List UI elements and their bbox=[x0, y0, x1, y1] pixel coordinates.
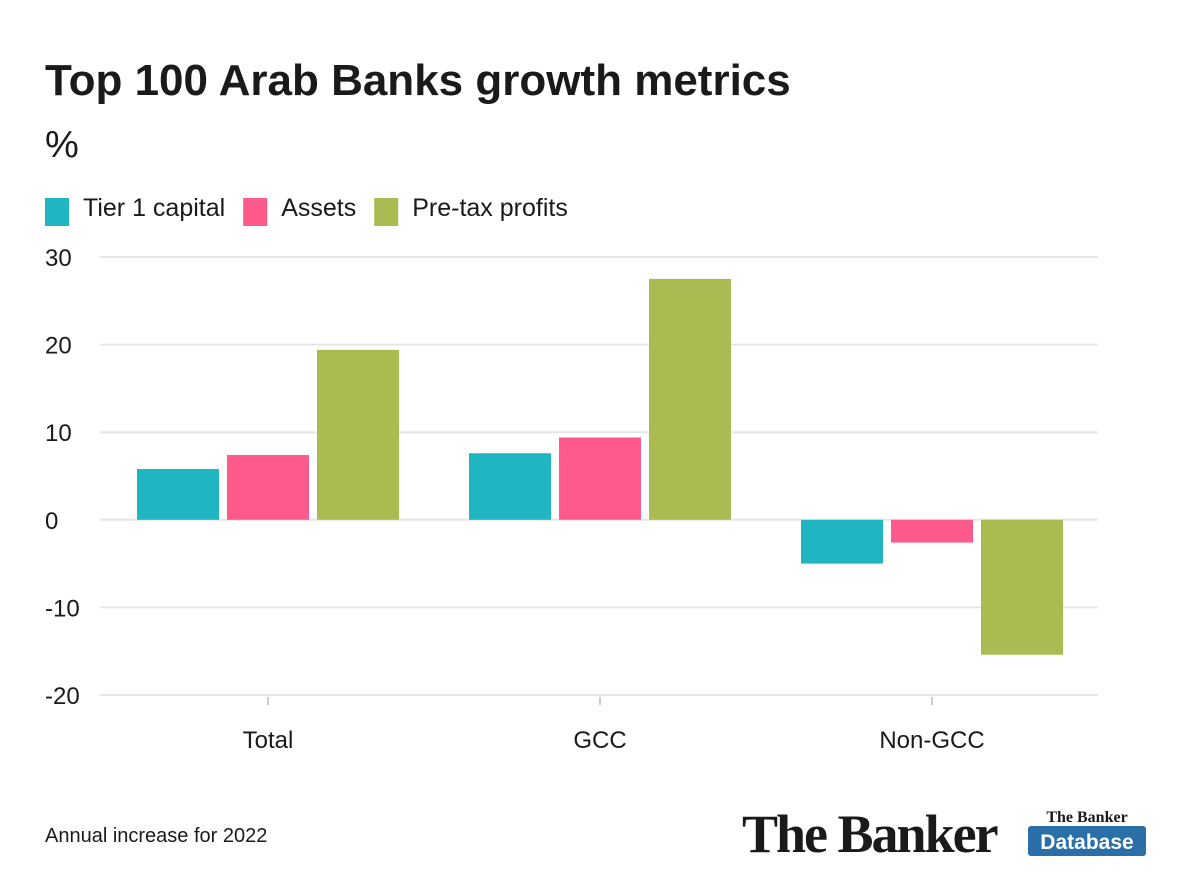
note: Annual increase for 2022 bbox=[45, 825, 267, 847]
y-tick-label: 20 bbox=[45, 333, 72, 360]
bar bbox=[227, 454, 309, 520]
y-tick-label: 10 bbox=[45, 420, 72, 447]
legend-label: Pre-tax profits bbox=[412, 194, 568, 222]
y-tick-label: -10 bbox=[45, 595, 80, 622]
bar bbox=[801, 519, 883, 564]
bar bbox=[469, 453, 551, 520]
logo-badge bbox=[1028, 826, 1146, 856]
chart-title: Top 100 Arab Banks growth metrics bbox=[45, 56, 791, 105]
x-tick-label: Non-GCC bbox=[879, 727, 984, 754]
bar bbox=[649, 278, 731, 520]
bar bbox=[137, 468, 219, 520]
legend-label: Tier 1 capital bbox=[83, 194, 225, 222]
legend-swatch bbox=[243, 198, 268, 226]
x-tick-label: Total bbox=[243, 727, 294, 754]
chart-subtitle: % bbox=[45, 124, 79, 166]
bar bbox=[317, 349, 399, 520]
logo-badge-top: The Banker bbox=[1046, 809, 1127, 826]
y-tick-label: 0 bbox=[45, 508, 58, 535]
bar bbox=[559, 437, 641, 520]
bar bbox=[981, 519, 1063, 655]
legend-swatch bbox=[374, 198, 399, 226]
logo-badge-bottom: Database bbox=[1040, 831, 1133, 854]
legend-swatch bbox=[45, 198, 69, 226]
logo: The Banker bbox=[742, 804, 998, 864]
y-tick-label: -20 bbox=[45, 683, 80, 710]
x-tick-label: GCC bbox=[573, 727, 626, 754]
y-tick-label: 30 bbox=[45, 245, 72, 272]
bar bbox=[891, 519, 973, 543]
legend-label: Assets bbox=[281, 194, 356, 222]
